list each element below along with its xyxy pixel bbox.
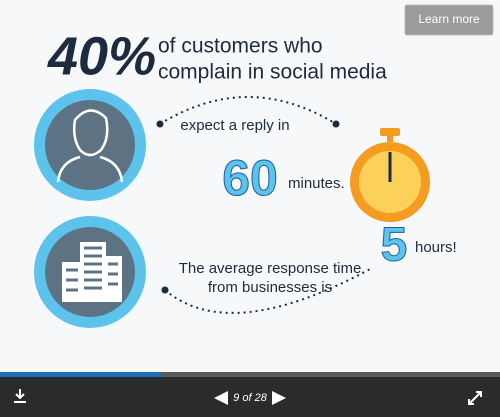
learn-more-label[interactable]: Learn more: [418, 12, 480, 26]
headline-line: complain in social media: [158, 61, 387, 84]
headline-line: of customers who: [158, 35, 323, 58]
learn-more-button[interactable]: Learn more: [404, 4, 494, 36]
download-button[interactable]: [14, 389, 26, 403]
connector-dot: [332, 120, 340, 128]
reality-text: from businesses is: [208, 279, 332, 296]
person-icon: [34, 89, 146, 201]
connector-dot: [156, 120, 164, 128]
slide-counter: 9 of 28: [233, 392, 268, 404]
reality-text: The average response time: [179, 260, 362, 277]
connector-arc: [159, 96, 337, 125]
expectation-unit: minutes.: [288, 175, 345, 192]
reality-number: 5: [381, 219, 408, 272]
progress-fill: [0, 372, 161, 377]
next-button[interactable]: [272, 391, 286, 405]
progress-track: [0, 372, 500, 377]
building-icon: [34, 216, 146, 328]
reality-unit: hours!: [415, 239, 457, 256]
toolbar: [0, 377, 500, 417]
expectation-text: expect a reply in: [180, 117, 289, 134]
expectation-number: 60: [222, 150, 278, 206]
connector-dot: [161, 286, 169, 294]
fullscreen-button[interactable]: [468, 391, 482, 405]
headline-number: 40%: [47, 26, 156, 86]
stopwatch-icon: [350, 128, 430, 222]
previous-button[interactable]: [214, 391, 228, 405]
